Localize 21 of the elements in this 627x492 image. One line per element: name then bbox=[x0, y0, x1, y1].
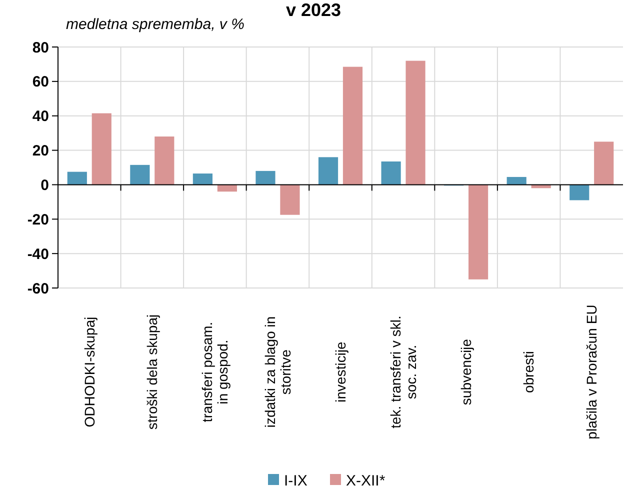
y-tick-label: 20 bbox=[32, 142, 49, 160]
legend-label: X-XII* bbox=[346, 472, 386, 490]
y-tick-label: -40 bbox=[27, 246, 49, 263]
y-tick-label: 80 bbox=[32, 39, 49, 56]
chart-title: v 2023 bbox=[286, 0, 342, 20]
x-tick-label: investicije bbox=[332, 341, 348, 402]
legend-label: I-IX bbox=[284, 472, 308, 490]
y-tick-label: 0 bbox=[40, 176, 49, 194]
x-tick-label: plačila v Proračun EU bbox=[584, 304, 600, 440]
x-tick-label: tek. transferi v skl. soc. zav. bbox=[387, 316, 419, 428]
x-tick-label: subvencije bbox=[458, 338, 474, 406]
chart-subtitle: medletna sprememba, v % bbox=[66, 16, 244, 33]
x-tick-label: transferi posam. in gospod. bbox=[199, 322, 231, 422]
y-tick-label: 60 bbox=[32, 74, 49, 91]
y-tick-label: -20 bbox=[27, 211, 49, 228]
x-tick-label: obresti bbox=[520, 350, 537, 394]
x-tick-label: ODHODKI-skupaj bbox=[81, 316, 98, 428]
x-tick-label: izdatki za blago in storitve bbox=[262, 316, 294, 428]
x-tick-label: stroški dela skupaj bbox=[144, 314, 160, 430]
y-tick-label: -60 bbox=[27, 280, 49, 298]
y-tick-label: 40 bbox=[32, 108, 49, 126]
